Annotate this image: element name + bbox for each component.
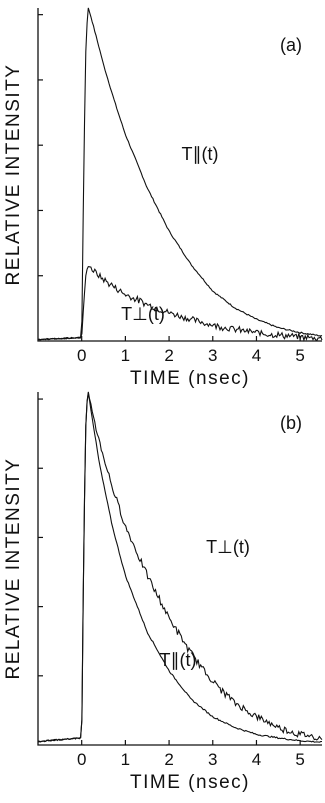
x-tick-label: 5 <box>295 750 304 769</box>
panel-b: 0 1 2 3 4 5 TIME (nsec) RELATIVE INTENSITY (b) T⊥… <box>3 391 323 793</box>
x-tick-label: 3 <box>208 346 217 365</box>
panel-label: (a) <box>280 35 302 55</box>
x-tick-label: 4 <box>252 346 261 365</box>
series-line <box>37 393 323 743</box>
x-tick-label: 4 <box>252 750 261 769</box>
x-tick-label: 0 <box>77 346 86 365</box>
x-tick-label: 3 <box>208 750 217 769</box>
x-tick-label: 5 <box>295 346 304 365</box>
series-label: T∥(t) <box>182 144 219 164</box>
series-label: T⊥(t) <box>206 537 250 557</box>
series-label: T⊥(t) <box>121 304 165 324</box>
panel-a: 0 1 2 3 4 5 TIME (nsec) RELATIVE INTENSITY (a) T∥… <box>3 7 323 389</box>
x-tick-label: 0 <box>77 750 86 769</box>
y-axis-label: RELATIVE INTENSITY <box>3 64 24 286</box>
axes-frame <box>37 392 322 746</box>
x-axis-label: TIME (nsec) <box>130 368 250 389</box>
series-label: T∥(t) <box>160 650 197 670</box>
axes-frame <box>37 8 322 342</box>
x-tick-label: 1 <box>121 750 130 769</box>
series-line <box>37 7 323 341</box>
x-tick-label: 2 <box>164 750 173 769</box>
y-axis-label: RELATIVE INTENSITY <box>3 458 24 680</box>
x-tick-label: 2 <box>164 346 173 365</box>
panel-label: (b) <box>280 413 302 433</box>
x-tick-label: 1 <box>121 346 130 365</box>
series-line <box>37 265 323 342</box>
x-axis-label: TIME (nsec) <box>130 772 250 793</box>
series-line <box>37 391 323 743</box>
